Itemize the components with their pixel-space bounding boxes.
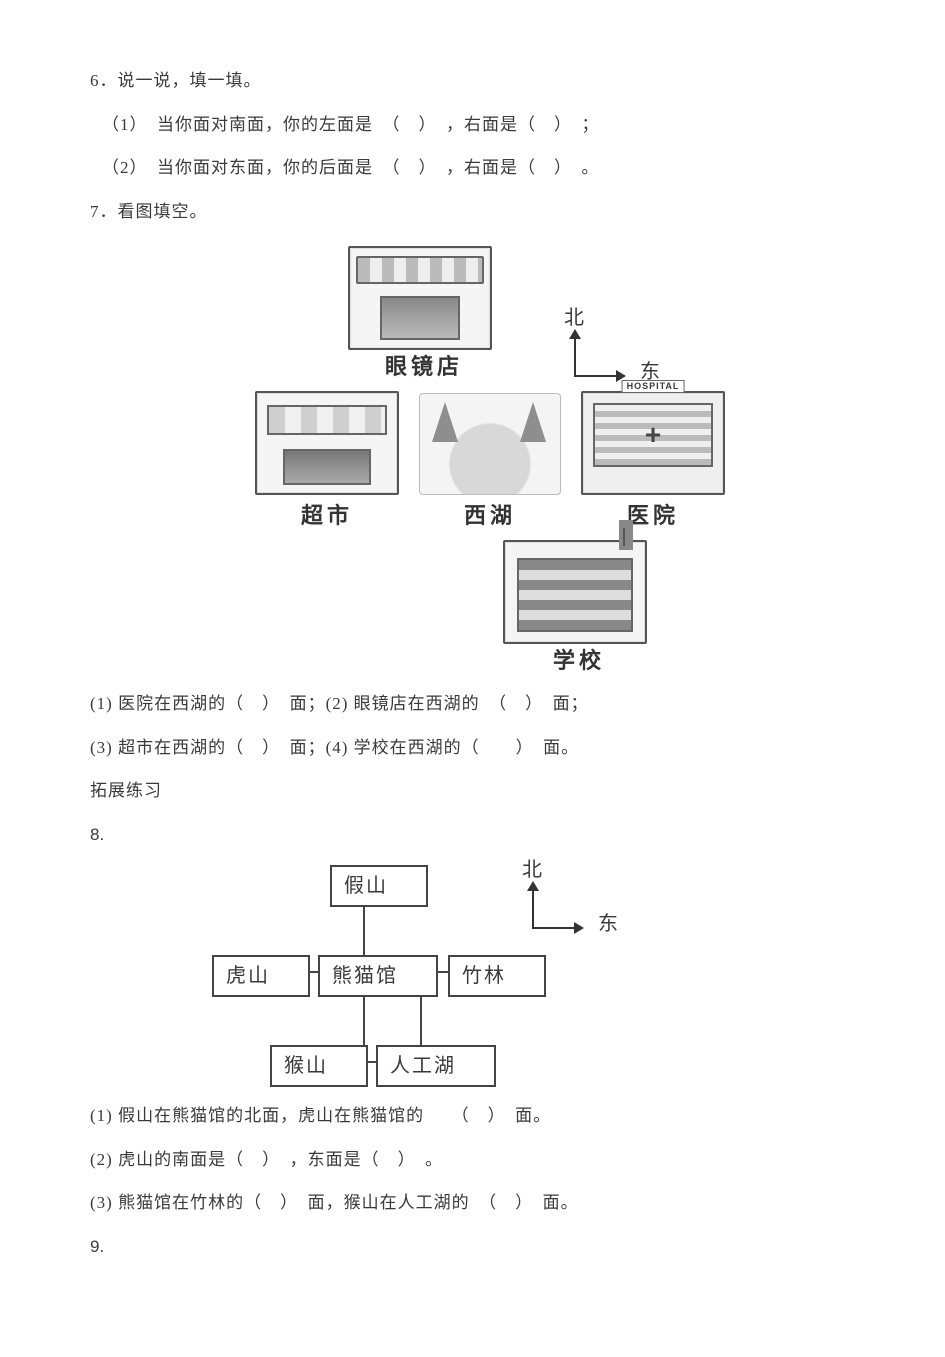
node-hushan: 虎山 (212, 955, 310, 997)
q8-line3: (3) 熊猫馆在竹林的（ ） 面，猴山在人工湖的 （ ） 面。 (90, 1190, 855, 1216)
q6-sub2: （2） 当你面对东面，你的后面是 （ ） ，右面是（ ） 。 (90, 155, 855, 181)
q8-figure: 北 东 假山虎山熊猫馆竹林猴山人工湖 (190, 865, 610, 1095)
node-zhulin: 竹林 (448, 955, 546, 997)
compass-icon: 北 东 (542, 313, 632, 383)
supermarket-label: 超市 (301, 499, 353, 532)
node-houshan: 猴山 (270, 1045, 368, 1087)
glasses-shop-label: 眼镜店 (385, 350, 463, 383)
hospital-label: 医院 (627, 499, 679, 532)
edge-3 (363, 989, 365, 1045)
supermarket: 超市 (255, 391, 399, 532)
q8-compass: 北 东 (500, 865, 590, 935)
q7-figure: 眼镜店 北 东 超市 西湖 HOSPITAL (170, 242, 810, 681)
lake-label: 西湖 (464, 499, 516, 532)
q9-number: 9. (90, 1234, 855, 1260)
edge-0 (363, 899, 365, 955)
worksheet-page: 6．说一说，填一填。 （1） 当你面对南面，你的左面是 （ ） ，右面是（ ） … (0, 0, 945, 1357)
hospital-icon: HOSPITAL (581, 391, 725, 495)
edge-4 (420, 989, 422, 1045)
q7-extension: 拓展练习 (90, 778, 855, 804)
glasses-shop: 眼镜店 (348, 246, 492, 383)
hospital: HOSPITAL 医院 (581, 391, 725, 532)
q8-compass-east: 东 (598, 909, 618, 939)
q8-number: 8. (90, 822, 855, 848)
q8-line2: (2) 虎山的南面是（ ） ，东面是（ ） 。 (90, 1147, 855, 1173)
q7-title: 7．看图填空。 (90, 199, 855, 225)
lake: 西湖 (419, 393, 561, 532)
node-panda: 熊猫馆 (318, 955, 438, 997)
supermarket-icon (255, 391, 399, 495)
q6-title: 6．说一说，填一填。 (90, 68, 855, 94)
q7-line1: (1) 医院在西湖的（ ） 面；(2) 眼镜店在西湖的 （ ） 面； (90, 691, 855, 717)
node-jiashan: 假山 (330, 865, 428, 907)
lake-icon (419, 393, 561, 495)
school-label: 学校 (553, 644, 605, 677)
q8-line1: (1) 假山在熊猫馆的北面，虎山在熊猫馆的 （ ） 面。 (90, 1103, 855, 1129)
school: 学校 (503, 540, 647, 677)
q7-compass: 北 东 (542, 313, 632, 383)
school-icon (503, 540, 647, 644)
q8-compass-north: 北 (522, 855, 542, 885)
node-rengonghu: 人工湖 (376, 1045, 496, 1087)
q6-sub1: （1） 当你面对南面，你的左面是 （ ） ，右面是（ ） ； (90, 112, 855, 138)
hospital-sign: HOSPITAL (622, 380, 685, 393)
glasses-shop-icon (348, 246, 492, 350)
q7-line2: (3) 超市在西湖的（ ） 面；(4) 学校在西湖的（ ） 面。 (90, 735, 855, 761)
compass-north: 北 (564, 303, 584, 333)
